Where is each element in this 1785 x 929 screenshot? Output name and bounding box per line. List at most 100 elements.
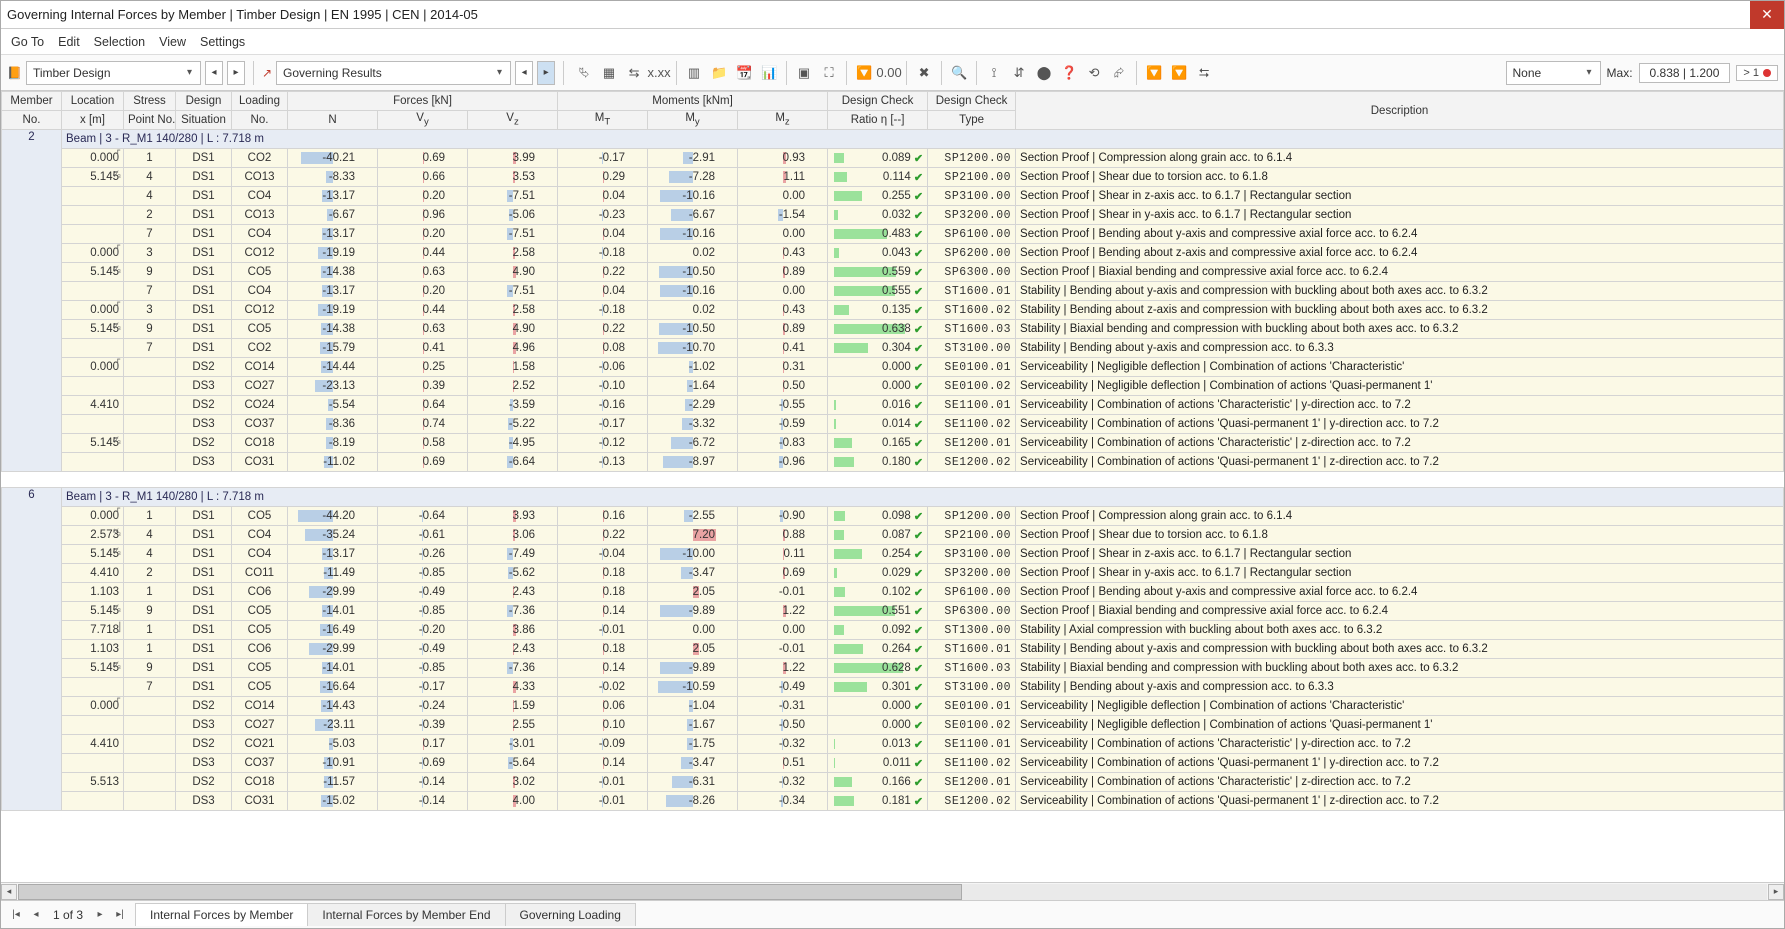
- design-check-type[interactable]: ST3100.00: [928, 678, 1016, 697]
- table-row[interactable]: 1.1031DS1CO6-29.99-0.492.430.182.05-0.01…: [2, 583, 1784, 602]
- description-cell[interactable]: Section Proof | Biaxial bending and comp…: [1016, 602, 1784, 621]
- design-check-type[interactable]: SE0100.01: [928, 697, 1016, 716]
- table-row[interactable]: DS3CO37-8.360.74-5.22-0.17-3.32-0.590.01…: [2, 415, 1784, 434]
- table-row[interactable]: 0.000⎡3DS1CO12-19.190.442.58-0.180.020.4…: [2, 301, 1784, 320]
- description-cell[interactable]: Serviceability | Combination of actions …: [1016, 453, 1784, 472]
- description-cell[interactable]: Stability | Axial compression with buckl…: [1016, 621, 1784, 640]
- description-cell[interactable]: Serviceability | Combination of actions …: [1016, 396, 1784, 415]
- scroll-track[interactable]: [18, 884, 1767, 900]
- menu-settings[interactable]: Settings: [200, 35, 245, 49]
- group-header-row[interactable]: 6Beam | 3 - R_M1 140/280 | L : 7.718 m: [2, 488, 1784, 507]
- table-row[interactable]: 7DS1CO4-13.170.20-7.510.04-10.160.000.48…: [2, 225, 1784, 244]
- table-row[interactable]: 5.145²⁄₃9DS1CO5-14.01-0.85-7.360.14-9.89…: [2, 602, 1784, 621]
- design-check-type[interactable]: SP3100.00: [928, 187, 1016, 206]
- toolbar-icon-10[interactable]: 🔽: [852, 61, 876, 85]
- description-cell[interactable]: Section Proof | Shear in y-axis acc. to …: [1016, 564, 1784, 583]
- description-cell[interactable]: Section Proof | Biaxial bending and comp…: [1016, 263, 1784, 282]
- scroll-right-button[interactable]: ▸: [1768, 884, 1784, 900]
- table-row[interactable]: DS3CO37-10.91-0.69-5.640.14-3.470.510.01…: [2, 754, 1784, 773]
- design-check-type[interactable]: SE1100.02: [928, 415, 1016, 434]
- member-no-cell[interactable]: 2: [2, 130, 62, 472]
- results-dropdown[interactable]: Governing Results ▾: [276, 61, 511, 85]
- close-button[interactable]: ✕: [1750, 1, 1784, 29]
- description-cell[interactable]: Stability | Bending about y-axis and com…: [1016, 339, 1784, 358]
- description-cell[interactable]: Section Proof | Shear in y-axis acc. to …: [1016, 206, 1784, 225]
- toolbar-icon-22[interactable]: ⮀: [1192, 61, 1216, 85]
- table-row[interactable]: 4.410DS2CO21-5.030.17-3.01-0.09-1.75-0.3…: [2, 735, 1784, 754]
- design-check-type[interactable]: ST1600.01: [928, 640, 1016, 659]
- col-moments-group[interactable]: Moments [kNm]: [558, 92, 828, 111]
- description-cell[interactable]: Serviceability | Negligible deflection |…: [1016, 358, 1784, 377]
- toolbar-icon-7[interactable]: 📊: [757, 61, 781, 85]
- design-check-type[interactable]: SP2100.00: [928, 526, 1016, 545]
- description-cell[interactable]: Serviceability | Negligible deflection |…: [1016, 716, 1784, 735]
- table-row[interactable]: 0.000⎡3DS1CO12-19.190.442.58-0.180.020.4…: [2, 244, 1784, 263]
- description-cell[interactable]: Section Proof | Compression along grain …: [1016, 149, 1784, 168]
- menu-go-to[interactable]: Go To: [11, 35, 44, 49]
- toolbar-icon-6[interactable]: 📆: [732, 61, 756, 85]
- description-cell[interactable]: Stability | Bending about y-axis and com…: [1016, 282, 1784, 301]
- tab-internal-forces-by-member-end[interactable]: Internal Forces by Member End: [307, 903, 505, 926]
- table-row[interactable]: 0.000⎡1DS1CO5-44.20-0.643.930.16-2.55-0.…: [2, 507, 1784, 526]
- menu-selection[interactable]: Selection: [94, 35, 145, 49]
- description-cell[interactable]: Section Proof | Bending about y-axis and…: [1016, 225, 1784, 244]
- toolbar-icon-4[interactable]: ▥: [682, 61, 706, 85]
- last-page-button[interactable]: ▸|: [111, 906, 129, 924]
- description-cell[interactable]: Serviceability | Combination of actions …: [1016, 434, 1784, 453]
- horizontal-scrollbar[interactable]: ◂ ▸: [1, 882, 1784, 900]
- prev-page-button[interactable]: ◂: [27, 906, 45, 924]
- col-design-sit[interactable]: Design: [176, 92, 232, 111]
- design-check-type[interactable]: SE0100.02: [928, 716, 1016, 735]
- description-cell[interactable]: Section Proof | Shear in z-axis acc. to …: [1016, 545, 1784, 564]
- description-cell[interactable]: Section Proof | Bending about z-axis and…: [1016, 244, 1784, 263]
- next-page-button[interactable]: ▸: [91, 906, 109, 924]
- col-member-no[interactable]: Member: [2, 92, 62, 111]
- table-row[interactable]: 4.410DS2CO24-5.540.64-3.59-0.16-2.29-0.5…: [2, 396, 1784, 415]
- module-dropdown[interactable]: Timber Design ▾: [26, 61, 201, 85]
- design-check-type[interactable]: SE1200.01: [928, 434, 1016, 453]
- design-check-type[interactable]: ST1600.01: [928, 282, 1016, 301]
- design-check-type[interactable]: SE0100.01: [928, 358, 1016, 377]
- table-row[interactable]: 5.145²⁄₃4DS1CO13-8.330.663.530.29-7.281.…: [2, 168, 1784, 187]
- design-check-type[interactable]: SP6300.00: [928, 602, 1016, 621]
- toolbar-icon-20[interactable]: 🔽: [1142, 61, 1166, 85]
- description-cell[interactable]: Serviceability | Combination of actions …: [1016, 735, 1784, 754]
- table-row[interactable]: DS3CO31-11.020.69-6.64-0.13-8.97-0.960.1…: [2, 453, 1784, 472]
- col-ratio[interactable]: Design Check: [828, 92, 928, 111]
- toolbar-icon-9[interactable]: ⛶: [817, 61, 841, 85]
- description-cell[interactable]: Stability | Bending about z-axis and com…: [1016, 301, 1784, 320]
- scroll-thumb[interactable]: [18, 884, 962, 900]
- design-check-type[interactable]: SP3100.00: [928, 545, 1016, 564]
- table-row[interactable]: 2DS1CO13-6.670.96-5.06-0.23-6.67-1.540.0…: [2, 206, 1784, 225]
- design-check-type[interactable]: ST3100.00: [928, 339, 1016, 358]
- design-check-type[interactable]: ST1600.03: [928, 659, 1016, 678]
- design-check-type[interactable]: SE1100.02: [928, 754, 1016, 773]
- table-row[interactable]: 7DS1CO5-16.64-0.174.33-0.02-10.59-0.490.…: [2, 678, 1784, 697]
- design-check-type[interactable]: ST1300.00: [928, 621, 1016, 640]
- scroll-left-button[interactable]: ◂: [1, 884, 17, 900]
- group-header-row[interactable]: 2Beam | 3 - R_M1 140/280 | L : 7.718 m: [2, 130, 1784, 149]
- design-check-type[interactable]: SP1200.00: [928, 507, 1016, 526]
- table-row[interactable]: DS3CO31-15.02-0.144.00-0.01-8.26-0.340.1…: [2, 792, 1784, 811]
- toolbar-icon-0[interactable]: ⮱: [572, 61, 596, 85]
- design-check-type[interactable]: SP6100.00: [928, 583, 1016, 602]
- table-row[interactable]: 0.000⎡1DS1CO2-40.210.693.99-0.17-2.910.9…: [2, 149, 1784, 168]
- toolbar-icon-3[interactable]: x.xx: [647, 61, 671, 85]
- design-check-type[interactable]: ST1600.02: [928, 301, 1016, 320]
- design-check-type[interactable]: SP6300.00: [928, 263, 1016, 282]
- description-cell[interactable]: Section Proof | Compression along grain …: [1016, 507, 1784, 526]
- description-cell[interactable]: Serviceability | Combination of actions …: [1016, 773, 1784, 792]
- member-no-cell[interactable]: 6: [2, 488, 62, 811]
- design-check-type[interactable]: SE1200.01: [928, 773, 1016, 792]
- design-check-type[interactable]: SP2100.00: [928, 168, 1016, 187]
- menu-edit[interactable]: Edit: [58, 35, 80, 49]
- tab-internal-forces-by-member[interactable]: Internal Forces by Member: [135, 903, 308, 926]
- design-check-type[interactable]: SE0100.02: [928, 377, 1016, 396]
- table-row[interactable]: DS3CO27-23.130.392.52-0.10-1.640.500.000…: [2, 377, 1784, 396]
- toolbar-icon-8[interactable]: ▣: [792, 61, 816, 85]
- toolbar-icon-2[interactable]: ⇆: [622, 61, 646, 85]
- design-check-type[interactable]: ST1600.03: [928, 320, 1016, 339]
- filter-dropdown[interactable]: None ▾: [1506, 61, 1601, 85]
- toolbar-icon-18[interactable]: ⟲: [1082, 61, 1106, 85]
- design-check-type[interactable]: SE1100.01: [928, 396, 1016, 415]
